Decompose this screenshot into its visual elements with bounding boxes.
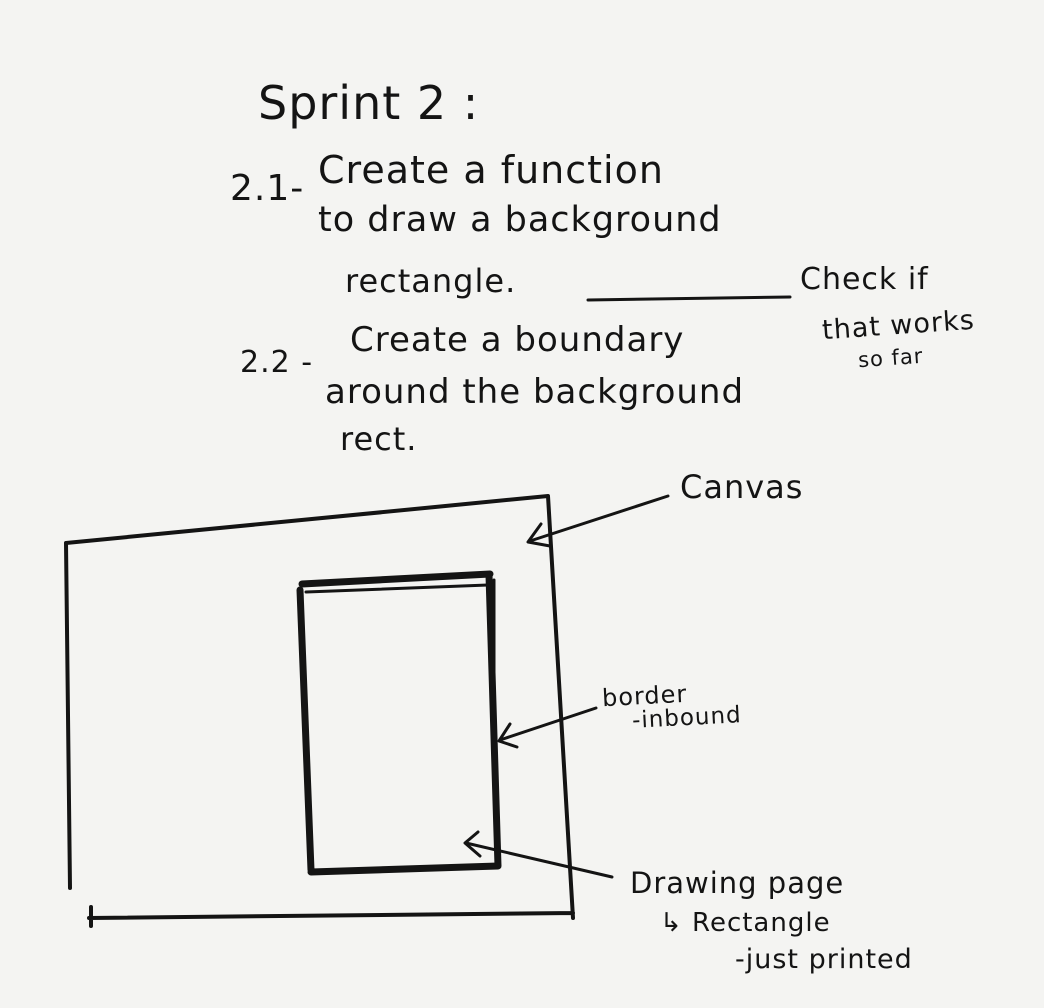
- border-arrow-head: [497, 722, 519, 749]
- task-2-1-line-2: to draw a background: [318, 200, 722, 240]
- canvas-rectangle: [64, 494, 575, 928]
- task-2-1-line-3: rectangle.: [345, 262, 517, 300]
- task-2-2-number: 2.2 -: [240, 345, 314, 380]
- side-note-line-1: Check if: [800, 262, 929, 297]
- border-arrow: [498, 706, 598, 742]
- side-note-connector-line: [586, 295, 792, 302]
- task-2-1-number: 2.1-: [230, 168, 305, 209]
- drawing-page-label-line-2: ↳ Rectangle: [660, 908, 831, 938]
- drawing-page-border-inner: [304, 578, 496, 736]
- drawing-page-arrow-head: [463, 830, 482, 858]
- canvas-arrow: [528, 494, 670, 543]
- canvas-arrow-head: [526, 522, 552, 548]
- drawing-page-rectangle: [296, 570, 502, 876]
- drawing-page-label-line-3: -just printed: [735, 944, 913, 975]
- task-2-2-line-3: rect.: [340, 420, 418, 458]
- task-2-2-line-1: Create a boundary: [350, 320, 685, 360]
- canvas-label: Canvas: [680, 468, 804, 506]
- sprint-heading: Sprint 2 :: [258, 76, 480, 130]
- drawing-page-arrow: [464, 841, 614, 879]
- task-2-2-line-2: around the background: [325, 372, 745, 412]
- task-2-1-line-1: Create a function: [318, 148, 664, 192]
- drawing-page-label-line-1: Drawing page: [630, 866, 845, 900]
